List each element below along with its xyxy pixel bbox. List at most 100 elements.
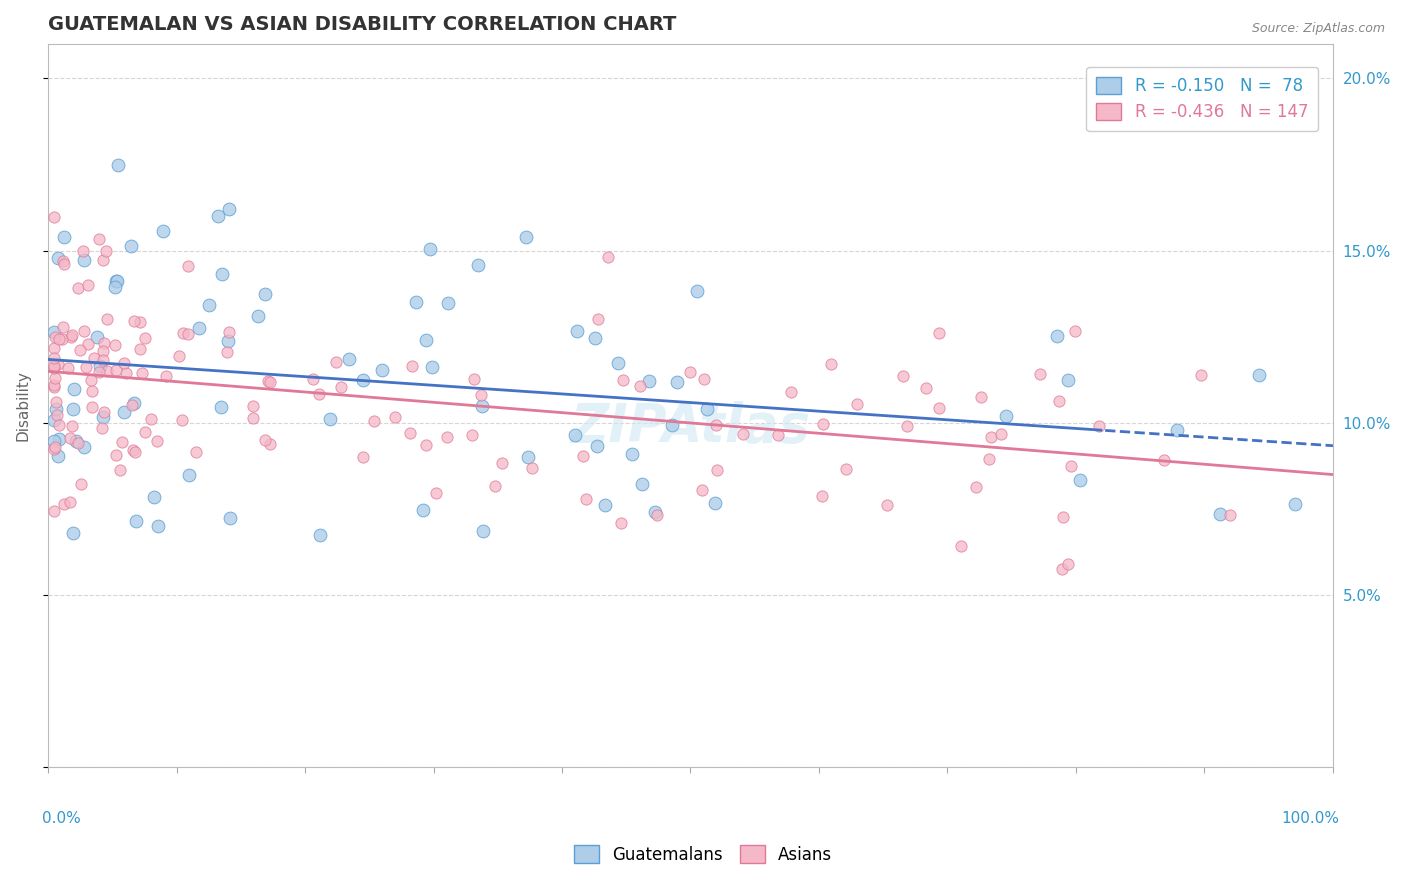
- Point: [46, 357, 69, 371]
- Point: [467, 258, 489, 272]
- Point: [405, 295, 427, 310]
- Point: [1249, 368, 1271, 382]
- Point: [172, 326, 194, 340]
- Text: 0.0%: 0.0%: [42, 811, 80, 826]
- Point: [129, 315, 152, 329]
- Point: [48, 332, 70, 346]
- Point: [257, 374, 280, 388]
- Point: [44, 379, 66, 393]
- Point: [491, 456, 513, 470]
- Point: [60, 330, 83, 344]
- Point: [517, 450, 540, 465]
- Point: [105, 448, 128, 462]
- Legend: R = -0.150   N =  78, R = -0.436   N = 147: R = -0.150 N = 78, R = -0.436 N = 147: [1087, 67, 1319, 131]
- Point: [188, 320, 211, 334]
- Point: [302, 372, 325, 386]
- Legend: Guatemalans, Asians: Guatemalans, Asians: [567, 838, 839, 871]
- Point: [152, 224, 174, 238]
- Point: [46, 251, 69, 265]
- Point: [472, 524, 495, 538]
- Point: [352, 373, 374, 387]
- Point: [586, 312, 609, 326]
- Point: [583, 331, 606, 345]
- Point: [131, 366, 153, 380]
- Point: [425, 486, 447, 500]
- Point: [810, 489, 832, 503]
- Point: [1219, 508, 1241, 523]
- Point: [52, 497, 75, 511]
- Point: [1029, 367, 1052, 381]
- Point: [114, 405, 136, 419]
- Point: [950, 539, 973, 553]
- Point: [111, 434, 134, 449]
- Point: [179, 468, 201, 483]
- Point: [143, 490, 166, 504]
- Point: [125, 514, 148, 528]
- Point: [44, 361, 66, 376]
- Point: [585, 439, 607, 453]
- Point: [596, 250, 619, 264]
- Point: [731, 426, 754, 441]
- Point: [703, 496, 725, 510]
- Point: [690, 483, 713, 498]
- Point: [62, 382, 84, 396]
- Point: [644, 505, 666, 519]
- Point: [87, 232, 110, 246]
- Point: [896, 419, 918, 434]
- Point: [820, 357, 842, 371]
- Point: [122, 442, 145, 457]
- Point: [62, 401, 84, 416]
- Point: [1050, 562, 1073, 576]
- Point: [319, 412, 342, 426]
- Point: [44, 413, 66, 427]
- Point: [247, 309, 270, 323]
- Point: [114, 366, 136, 380]
- Point: [463, 372, 485, 386]
- Point: [44, 442, 66, 456]
- Point: [52, 256, 75, 270]
- Text: 100.0%: 100.0%: [1281, 811, 1340, 826]
- Point: [46, 449, 69, 463]
- Point: [53, 230, 76, 244]
- Point: [780, 384, 803, 399]
- Point: [412, 503, 434, 517]
- Point: [83, 351, 105, 365]
- Point: [93, 336, 115, 351]
- Point: [198, 297, 221, 311]
- Point: [80, 384, 103, 399]
- Point: [330, 380, 353, 394]
- Point: [44, 210, 66, 224]
- Point: [661, 418, 683, 433]
- Point: [665, 376, 688, 390]
- Point: [51, 332, 73, 346]
- Point: [44, 330, 66, 344]
- Point: [308, 527, 330, 541]
- Point: [638, 374, 661, 388]
- Point: [891, 368, 914, 383]
- Point: [91, 252, 114, 267]
- Point: [259, 437, 281, 451]
- Point: [72, 244, 94, 259]
- Point: [69, 343, 91, 358]
- Point: [121, 398, 143, 412]
- Point: [607, 356, 630, 370]
- Point: [1047, 394, 1070, 409]
- Point: [48, 418, 70, 433]
- Point: [124, 445, 146, 459]
- Point: [139, 412, 162, 426]
- Point: [219, 510, 242, 524]
- Point: [72, 252, 94, 267]
- Point: [170, 412, 193, 426]
- Point: [217, 334, 239, 348]
- Point: [1153, 452, 1175, 467]
- Point: [146, 519, 169, 533]
- Point: [471, 399, 494, 413]
- Text: Source: ZipAtlas.com: Source: ZipAtlas.com: [1251, 22, 1385, 36]
- Point: [1060, 458, 1083, 473]
- Point: [384, 409, 406, 424]
- Point: [91, 353, 114, 368]
- Point: [1056, 558, 1078, 572]
- Point: [835, 462, 858, 476]
- Point: [484, 479, 506, 493]
- Point: [215, 345, 238, 359]
